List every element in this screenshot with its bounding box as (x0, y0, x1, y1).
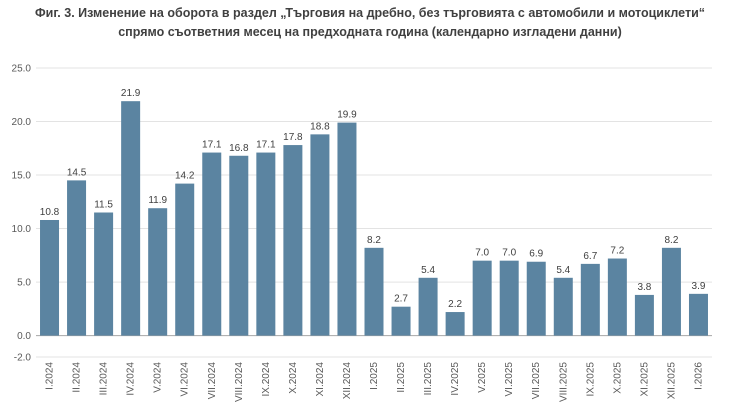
chart-title: Фиг. 3. Изменение на оборота в раздел „Т… (0, 4, 740, 42)
bar (364, 247, 384, 336)
data-labels: 10.8 14.5 11.5 21.9 11.9 14.2 17.1 16.8 17.1 17.8… (40, 88, 706, 310)
x-tick-label: VIII.2025 (558, 362, 569, 402)
bar (661, 247, 681, 336)
bar (202, 152, 222, 336)
bars (40, 101, 708, 336)
data-label: 11.9 (148, 195, 167, 206)
data-label: 2.2 (448, 299, 462, 310)
x-tick-label: I.2026 (693, 362, 704, 390)
data-label: 7.0 (502, 248, 516, 259)
bar (553, 277, 573, 336)
bar (634, 294, 654, 336)
bar (67, 180, 87, 336)
x-tick-label: I.2024 (45, 362, 56, 390)
bar (40, 219, 60, 336)
data-label: 5.4 (421, 265, 435, 276)
x-tick-label: III.2024 (99, 362, 110, 396)
y-tick-label: 15.0 (12, 171, 32, 182)
data-label: 11.5 (94, 200, 113, 211)
y-tick-label: 20.0 (12, 117, 32, 128)
y-tick-label: 10.0 (12, 224, 32, 235)
x-tick-label: VIII.2024 (234, 362, 245, 402)
data-label: 17.1 (256, 140, 276, 151)
x-tick-label: XII.2024 (342, 362, 353, 400)
data-label: 6.7 (583, 251, 597, 262)
x-tick-label: X.2025 (612, 362, 623, 394)
data-label: 19.9 (337, 110, 357, 121)
x-tick-label: VI.2025 (504, 362, 515, 397)
bar (148, 208, 168, 336)
bar (175, 183, 195, 336)
bar (526, 261, 546, 336)
x-axis-ticks: I.2024 II.2024 III.2024 IV.2024 V.2024 VI.202… (45, 362, 705, 402)
x-tick-label: VII.2024 (207, 362, 218, 400)
data-label: 21.9 (121, 88, 141, 99)
bar (499, 260, 519, 336)
bar (607, 258, 627, 336)
x-tick-label: XII.2025 (666, 362, 677, 400)
x-tick-label: IV.2025 (450, 362, 461, 396)
data-label: 2.7 (394, 294, 408, 305)
data-label: 6.9 (529, 249, 543, 260)
x-tick-label: I.2025 (369, 362, 380, 390)
y-tick-label: 0.0 (17, 331, 31, 342)
bar (337, 122, 357, 336)
data-label: 3.8 (637, 282, 651, 293)
bar (445, 312, 465, 336)
x-tick-label: VII.2025 (531, 362, 542, 400)
bar (229, 155, 249, 336)
data-label: 14.5 (67, 167, 87, 178)
bar (580, 263, 600, 336)
x-tick-label: VI.2024 (180, 362, 191, 397)
x-tick-label: V.2024 (153, 362, 164, 393)
x-tick-label: IX.2024 (261, 362, 272, 397)
x-tick-label: X.2024 (288, 362, 299, 394)
data-label: 7.0 (475, 248, 489, 259)
y-axis-ticks: -2.0 0.0 5.0 10.0 15.0 20.0 25.0 (12, 64, 32, 364)
data-label: 8.2 (367, 235, 381, 246)
bar (121, 101, 141, 336)
data-label: 17.1 (202, 140, 222, 151)
y-tick-label: 25.0 (12, 64, 32, 75)
chart-title-line-1: Фиг. 3. Изменение на оборота в раздел „Т… (34, 6, 706, 20)
data-label: 10.8 (40, 207, 60, 218)
x-tick-label: II.2024 (72, 362, 83, 393)
y-tick-label: 5.0 (17, 278, 31, 289)
data-label: 8.2 (664, 235, 678, 246)
bar (472, 260, 492, 336)
data-label: 3.9 (692, 281, 706, 292)
x-tick-label: XI.2024 (315, 362, 326, 397)
x-tick-label: II.2025 (396, 362, 407, 393)
data-label: 17.8 (283, 132, 303, 143)
bar (418, 277, 438, 336)
bar (94, 212, 114, 336)
data-label: 14.2 (175, 171, 195, 182)
x-tick-label: III.2025 (423, 362, 434, 396)
data-label: 18.8 (310, 121, 330, 132)
chart-title-line-2: спрямо съответния месец на предходната г… (118, 25, 622, 39)
y-tick-label: -2.0 (14, 353, 32, 364)
bar (256, 152, 276, 336)
x-tick-label: IX.2025 (585, 362, 596, 397)
x-tick-label: XI.2025 (639, 362, 650, 397)
bar (310, 134, 330, 336)
bar (688, 293, 708, 336)
x-tick-label: V.2025 (477, 362, 488, 393)
data-label: 5.4 (556, 265, 570, 276)
data-label: 7.2 (610, 246, 624, 257)
data-label: 16.8 (229, 143, 249, 154)
x-tick-label: IV.2024 (126, 362, 137, 396)
bar (283, 145, 303, 336)
bar (391, 306, 411, 336)
